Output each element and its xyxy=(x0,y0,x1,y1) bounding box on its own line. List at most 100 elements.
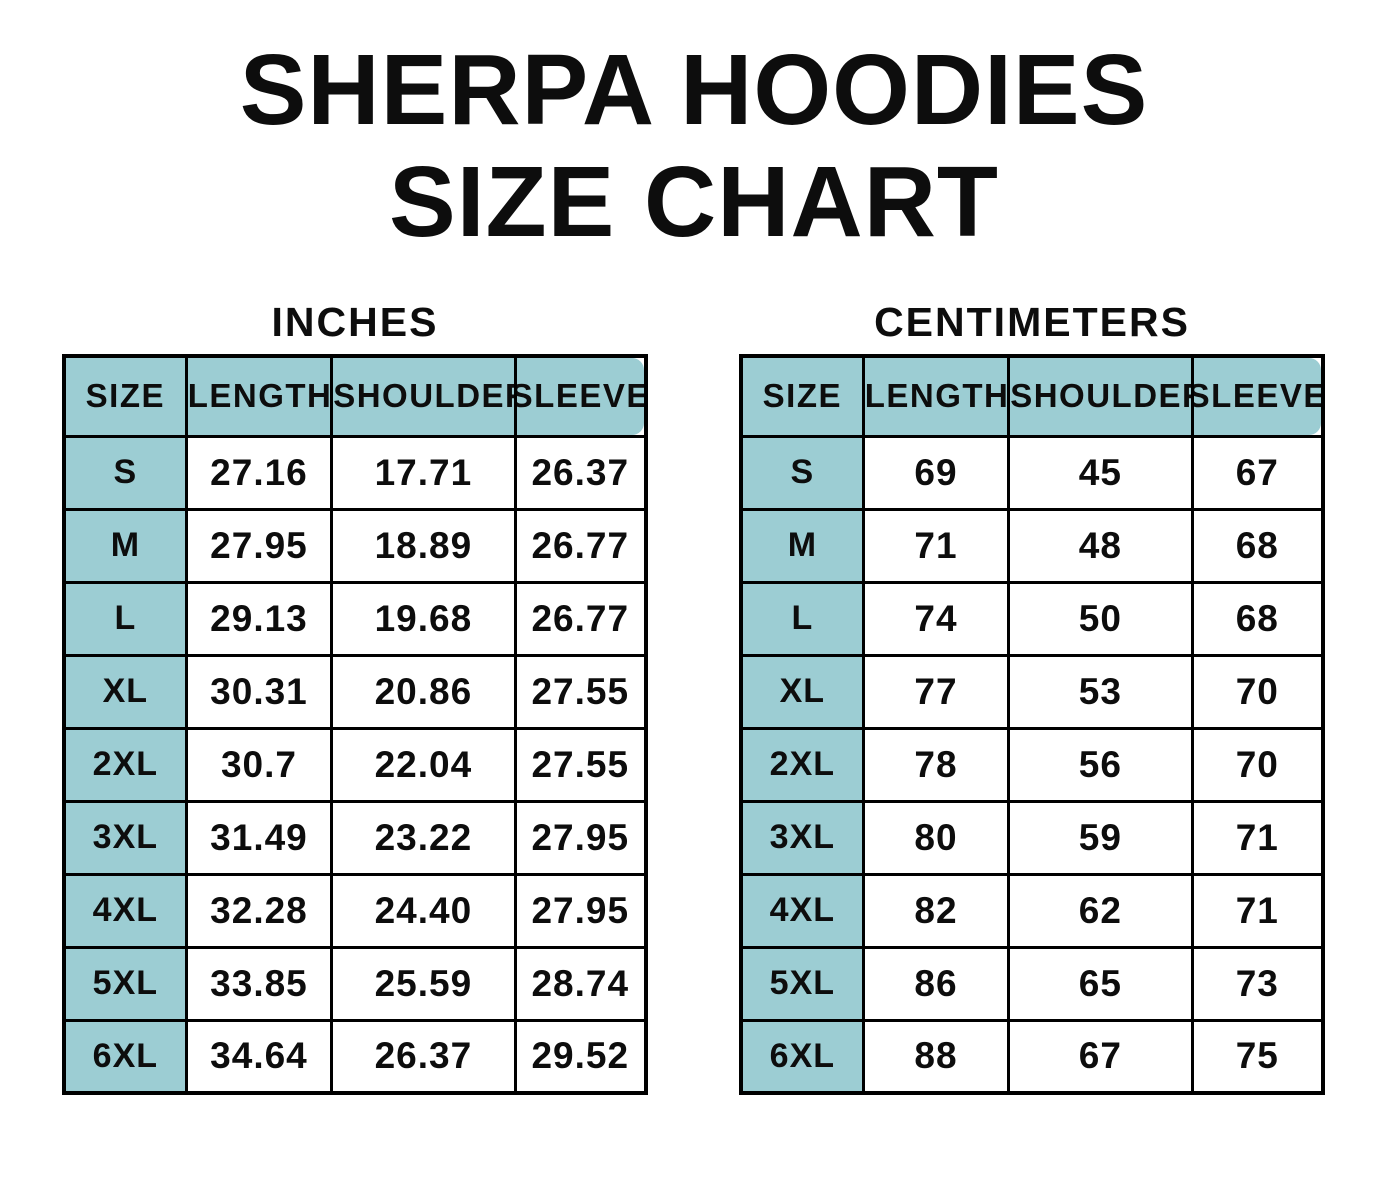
table-row: 5XL 86 65 73 xyxy=(739,945,1325,1022)
value-cell: 50 xyxy=(1007,580,1194,657)
value-cell: 19.68 xyxy=(330,580,517,657)
col-header-shoulder: SHOULDER xyxy=(330,354,517,438)
page-title: SHERPA HOODIES SIZE CHART xyxy=(0,34,1388,258)
table-row: XL 77 53 70 xyxy=(739,653,1325,730)
table-row: 3XL 31.49 23.22 27.95 xyxy=(62,799,648,876)
inches-section: INCHES SIZE LENGTH SHOULDER SLEEVE xyxy=(62,298,648,1095)
value-cell: 32.28 xyxy=(184,872,334,949)
value-cell: 67 xyxy=(1007,1018,1194,1095)
value-cell: 80 xyxy=(861,799,1011,876)
value-cell: 69 xyxy=(861,434,1011,511)
value-cell: 22.04 xyxy=(330,726,517,803)
table-row: L 29.13 19.68 26.77 xyxy=(62,580,648,657)
value-cell: 68 xyxy=(1190,580,1325,657)
value-cell: 78 xyxy=(861,726,1011,803)
value-cell: 27.55 xyxy=(513,653,648,730)
table-row: 6XL 34.64 26.37 29.52 xyxy=(62,1018,648,1095)
size-cell: L xyxy=(62,580,188,657)
table-row: 3XL 80 59 71 xyxy=(739,799,1325,876)
value-cell: 26.37 xyxy=(513,434,648,511)
value-cell: 53 xyxy=(1007,653,1194,730)
table-row: M 27.95 18.89 26.77 xyxy=(62,507,648,584)
size-cell: M xyxy=(739,507,865,584)
value-cell: 27.95 xyxy=(513,799,648,876)
value-cell: 82 xyxy=(861,872,1011,949)
value-cell: 27.95 xyxy=(184,507,334,584)
size-cell: 2XL xyxy=(62,726,188,803)
value-cell: 59 xyxy=(1007,799,1194,876)
value-cell: 23.22 xyxy=(330,799,517,876)
size-cell: 3XL xyxy=(739,799,865,876)
value-cell: 86 xyxy=(861,945,1011,1022)
col-header-size: SIZE xyxy=(62,354,188,438)
table-row: 2XL 30.7 22.04 27.55 xyxy=(62,726,648,803)
table-row: 6XL 88 67 75 xyxy=(739,1018,1325,1095)
value-cell: 62 xyxy=(1007,872,1194,949)
size-cell: 5XL xyxy=(739,945,865,1022)
size-cell: 6XL xyxy=(62,1018,188,1095)
table-row: 2XL 78 56 70 xyxy=(739,726,1325,803)
col-header-length: LENGTH xyxy=(184,354,334,438)
value-cell: 30.31 xyxy=(184,653,334,730)
centimeters-section: CENTIMETERS SIZE LENGTH SHOULDER SLEEVE xyxy=(739,298,1325,1095)
header-row: SIZE LENGTH SHOULDER SLEEVE xyxy=(62,354,648,438)
table-row: S 69 45 67 xyxy=(739,434,1325,511)
value-cell: 75 xyxy=(1190,1018,1325,1095)
size-cell: S xyxy=(62,434,188,511)
col-header-size: SIZE xyxy=(739,354,865,438)
value-cell: 45 xyxy=(1007,434,1194,511)
table-row: XL 30.31 20.86 27.55 xyxy=(62,653,648,730)
header-band-end: SLEEVE xyxy=(1195,359,1321,433)
value-cell: 17.71 xyxy=(330,434,517,511)
col-header-sleeve: SLEEVE xyxy=(1190,354,1325,438)
size-cell: M xyxy=(62,507,188,584)
value-cell: 27.16 xyxy=(184,434,334,511)
header-band-end: SLEEVE xyxy=(518,359,644,433)
value-cell: 70 xyxy=(1190,653,1325,730)
value-cell: 33.85 xyxy=(184,945,334,1022)
value-cell: 18.89 xyxy=(330,507,517,584)
value-cell: 34.64 xyxy=(184,1018,334,1095)
value-cell: 74 xyxy=(861,580,1011,657)
value-cell: 71 xyxy=(861,507,1011,584)
table-row: M 71 48 68 xyxy=(739,507,1325,584)
table-row: 4XL 32.28 24.40 27.95 xyxy=(62,872,648,949)
centimeters-table: SIZE LENGTH SHOULDER SLEEVE S 69 45 67 xyxy=(739,354,1325,1095)
size-cell: 4XL xyxy=(62,872,188,949)
value-cell: 68 xyxy=(1190,507,1325,584)
table-row: S 27.16 17.71 26.37 xyxy=(62,434,648,511)
value-cell: 56 xyxy=(1007,726,1194,803)
size-cell: 5XL xyxy=(62,945,188,1022)
size-cell: 6XL xyxy=(739,1018,865,1095)
size-cell: 3XL xyxy=(62,799,188,876)
table-row: 5XL 33.85 25.59 28.74 xyxy=(62,945,648,1022)
value-cell: 65 xyxy=(1007,945,1194,1022)
value-cell: 30.7 xyxy=(184,726,334,803)
col-header-length: LENGTH xyxy=(861,354,1011,438)
size-cell: XL xyxy=(62,653,188,730)
value-cell: 28.74 xyxy=(513,945,648,1022)
value-cell: 27.95 xyxy=(513,872,648,949)
size-cell: L xyxy=(739,580,865,657)
value-cell: 31.49 xyxy=(184,799,334,876)
header-row: SIZE LENGTH SHOULDER SLEEVE xyxy=(739,354,1325,438)
value-cell: 27.55 xyxy=(513,726,648,803)
inches-heading: INCHES xyxy=(271,299,439,345)
page-title-line1: SHERPA HOODIES xyxy=(239,34,1149,146)
size-cell: S xyxy=(739,434,865,511)
value-cell: 88 xyxy=(861,1018,1011,1095)
value-cell: 70 xyxy=(1190,726,1325,803)
size-cell: 4XL xyxy=(739,872,865,949)
value-cell: 25.59 xyxy=(330,945,517,1022)
col-header-sleeve: SLEEVE xyxy=(513,354,648,438)
size-cell: 2XL xyxy=(739,726,865,803)
table-row: 4XL 82 62 71 xyxy=(739,872,1325,949)
value-cell: 67 xyxy=(1190,434,1325,511)
table-row: L 74 50 68 xyxy=(739,580,1325,657)
value-cell: 20.86 xyxy=(330,653,517,730)
value-cell: 71 xyxy=(1190,799,1325,876)
value-cell: 26.37 xyxy=(330,1018,517,1095)
inches-table: SIZE LENGTH SHOULDER SLEEVE S 27.16 17.7… xyxy=(62,354,648,1095)
value-cell: 77 xyxy=(861,653,1011,730)
